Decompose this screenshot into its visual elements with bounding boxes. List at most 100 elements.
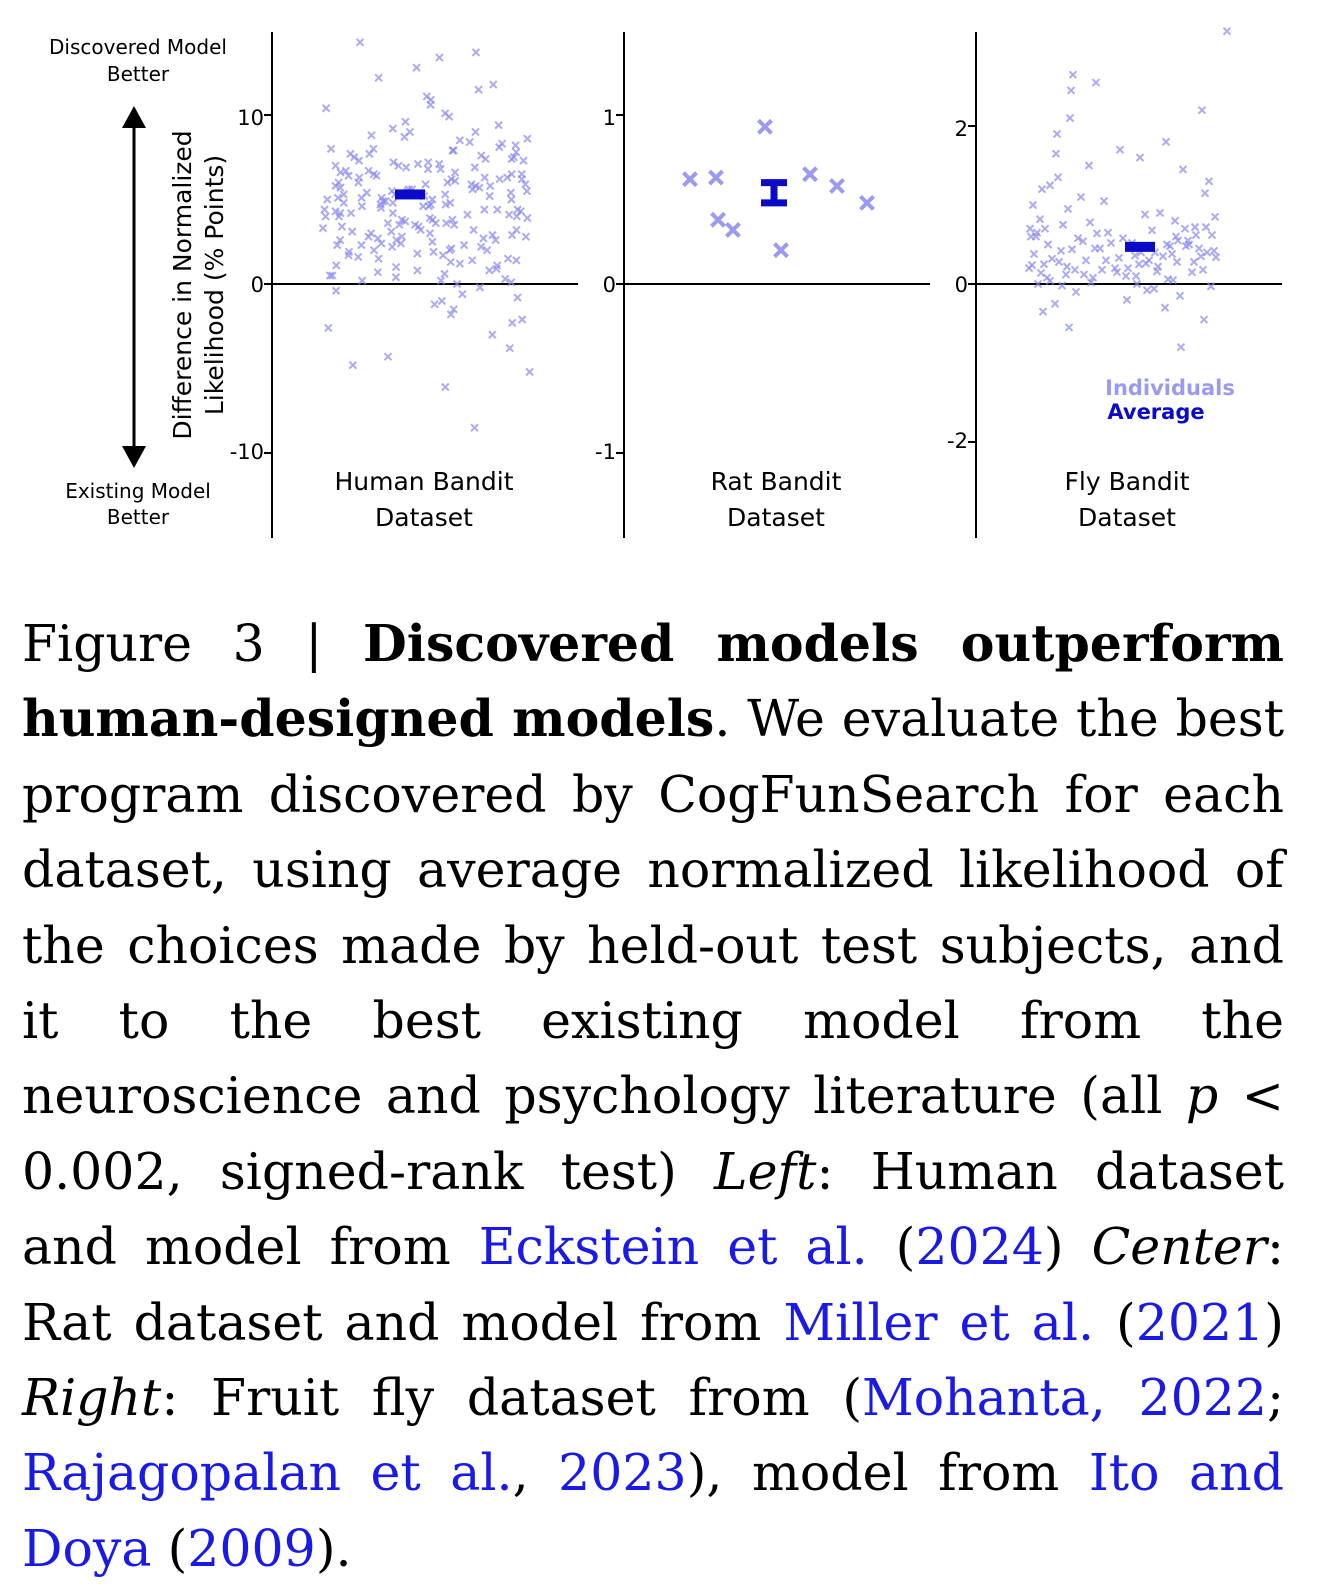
individual-marker: [391, 262, 401, 272]
individual-marker: [1092, 229, 1102, 238]
individual-marker: [374, 254, 383, 263]
citation-mohanta[interactable]: Mohanta, 2022: [862, 1368, 1267, 1428]
individual-marker: [450, 168, 460, 177]
citation-eckstein-year[interactable]: 2024: [915, 1217, 1044, 1277]
individual-marker: [506, 188, 516, 197]
individual-marker: [377, 239, 386, 248]
individual-marker: [1210, 212, 1220, 222]
caption-text-1: . We evaluate the best program discovere…: [22, 689, 1284, 1126]
caption-title: Discovered models outperform human-desig…: [22, 614, 1284, 749]
individual-marker: [491, 235, 500, 245]
individual-marker: [323, 195, 332, 204]
individual-marker: [1057, 281, 1067, 290]
individual-marker: [400, 132, 409, 142]
citation-rajagopalan-year[interactable]: 2023: [558, 1443, 687, 1503]
individual-marker: [1066, 86, 1076, 95]
individual-marker: [1097, 265, 1107, 274]
individual-marker: [395, 220, 404, 230]
individual-marker: [413, 266, 422, 275]
individual-marker: [1026, 232, 1036, 241]
x-axis-label: Dataset: [375, 503, 473, 532]
individual-marker: [1035, 215, 1045, 224]
individual-marker: [480, 173, 489, 182]
individual-marker: [401, 117, 410, 126]
individual-marker: [503, 254, 513, 263]
individual-marker: [369, 245, 379, 255]
citation-miller-author[interactable]: Miller et al.: [783, 1292, 1095, 1352]
individual-marker: [471, 48, 481, 57]
left-label: Left: [714, 1141, 817, 1201]
individual-marker: [331, 207, 340, 216]
individual-marker: [446, 257, 455, 267]
individual-marker: [1106, 238, 1116, 248]
citation-miller-year[interactable]: 2021: [1135, 1292, 1265, 1352]
individual-marker: [517, 175, 526, 184]
individual-marker: [1160, 303, 1170, 312]
individual-marker: [757, 118, 773, 135]
individual-marker: [1110, 263, 1120, 273]
direction-bottom-line1: Existing Model: [65, 479, 211, 503]
paren-open-2: (: [1094, 1292, 1136, 1352]
y-axis-label-line1: Difference in Normalized: [168, 130, 197, 439]
individual-marker: [1130, 251, 1140, 260]
individual-marker: [463, 210, 472, 219]
individual-marker: [430, 300, 439, 309]
individual-marker: [1103, 228, 1113, 237]
individual-marker: [1180, 224, 1190, 233]
individual-marker: [1086, 278, 1096, 287]
individual-marker: [708, 169, 724, 186]
individual-marker: [344, 251, 353, 260]
legend-individuals: Individuals: [1105, 376, 1235, 400]
individual-marker: [507, 278, 516, 287]
individual-marker: [523, 213, 532, 223]
individual-marker: [1047, 254, 1057, 263]
y-tick-label: 2: [955, 117, 968, 141]
individual-marker: [1084, 161, 1094, 170]
individual-marker: [1181, 241, 1191, 251]
individual-marker: [1038, 307, 1048, 316]
individual-marker: [1033, 279, 1043, 289]
individual-marker: [344, 171, 353, 181]
individual-marker: [1045, 181, 1055, 190]
individual-marker: [1196, 252, 1206, 261]
individual-marker: [348, 360, 358, 370]
individual-marker: [446, 310, 456, 319]
caption-text-7: : Fruit fly dataset from (: [161, 1368, 863, 1428]
individual-marker: [413, 249, 422, 258]
individual-marker: [377, 193, 386, 203]
individual-marker: [426, 200, 435, 209]
x-axis-label: Dataset: [1078, 503, 1176, 532]
individual-marker: [512, 212, 521, 221]
individual-marker: [441, 200, 450, 209]
citation-eckstein-author[interactable]: Eckstein et al.: [478, 1217, 868, 1277]
individual-marker: [1091, 78, 1101, 87]
individual-marker: [1045, 276, 1055, 286]
individual-marker: [469, 225, 478, 235]
citation-ito-year[interactable]: 2009: [187, 1518, 316, 1578]
individual-marker: [470, 423, 479, 432]
individual-marker: [324, 323, 333, 333]
individual-marker: [413, 159, 423, 169]
individual-marker: [1068, 70, 1078, 79]
individual-marker: [1032, 228, 1042, 237]
individual-marker: [438, 251, 448, 260]
right-label: Right: [22, 1368, 162, 1428]
individual-marker: [1206, 282, 1216, 291]
individual-marker: [507, 230, 517, 240]
y-tick-label: 0: [603, 273, 616, 297]
citation-rajagopalan-author[interactable]: Rajagopalan et al.: [22, 1443, 513, 1503]
individual-marker: [1051, 149, 1061, 158]
individual-marker: [357, 193, 366, 203]
individual-marker: [364, 166, 373, 175]
individual-marker: [320, 205, 329, 214]
individual-marker: [495, 175, 504, 184]
individual-marker: [488, 330, 497, 339]
individual-marker: [449, 305, 458, 314]
individual-marker: [437, 296, 447, 306]
individual-marker: [1198, 265, 1208, 274]
individual-marker: [387, 186, 397, 196]
individual-marker: [1076, 192, 1086, 202]
individual-marker: [1037, 184, 1047, 194]
individual-marker: [480, 205, 489, 214]
individual-marker: [383, 352, 393, 361]
